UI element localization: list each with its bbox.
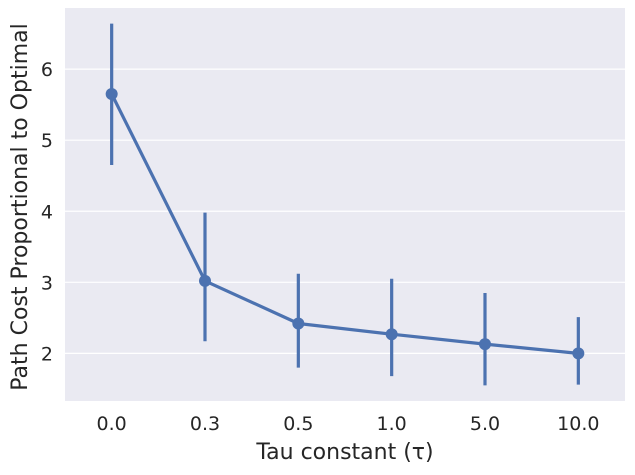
y-tick-label: 3: [41, 272, 53, 294]
x-axis-label: Tau constant (τ): [255, 440, 433, 465]
data-points: [105, 87, 585, 360]
y-axis-label: Path Cost Proportional to Optimal: [8, 23, 33, 390]
data-point: [199, 274, 211, 287]
x-tick-label: 5.0: [470, 413, 500, 435]
x-tick-label: 10.0: [557, 413, 599, 435]
grid-lines: [65, 68, 625, 354]
data-point: [572, 347, 585, 360]
plot-background: [65, 8, 625, 401]
x-tick-labels: 0.0 0.3 0.5 1.0 5.0 10.0: [97, 413, 600, 435]
data-point: [105, 87, 118, 100]
data-point: [479, 338, 491, 351]
y-tick-label: 6: [41, 59, 53, 81]
data-point: [292, 317, 305, 330]
data-point: [385, 328, 398, 341]
y-tick-label: 5: [41, 130, 53, 152]
x-tick-label: 0.0: [97, 413, 127, 435]
x-tick-label: 0.3: [190, 413, 220, 435]
x-tick-label: 1.0: [377, 413, 407, 435]
y-tick-label: 4: [41, 201, 53, 223]
y-tick-labels: 2 3 4 5 6: [41, 59, 53, 365]
y-tick-label: 2: [41, 343, 53, 365]
series-line: [110, 93, 579, 355]
x-tick-label: 0.5: [283, 413, 313, 435]
